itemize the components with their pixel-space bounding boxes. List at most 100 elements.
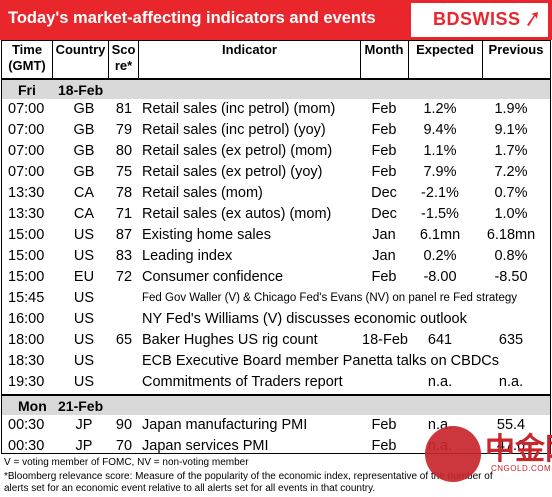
bdswiss-logo: BDSWISS: [411, 3, 548, 37]
cell-time: 13:30: [8, 185, 45, 201]
cell-time: 13:30: [8, 206, 45, 222]
cell-expected: -2.1%: [421, 185, 459, 201]
cell-time: 15:00: [8, 248, 45, 264]
cell-expected: 641: [427, 332, 453, 348]
cell-country: US: [73, 248, 95, 264]
cell-score: 83: [115, 248, 133, 264]
cell-indicator: Retail sales (ex petrol) (mom): [142, 143, 333, 159]
cell-month: Feb: [371, 101, 397, 117]
section-day: Mon: [18, 398, 47, 414]
cell-time: 07:00: [8, 143, 45, 159]
table-row: 15:00 EU 72 Consumer confidence Feb -8.00 -8.5…: [2, 267, 550, 288]
cell-previous: 9.1%: [494, 122, 528, 138]
logo-arrow-icon: [527, 12, 538, 26]
cell-score: 90: [115, 417, 133, 433]
section-day: Fri: [18, 82, 36, 98]
cell-country: US: [73, 353, 95, 369]
table-row: 15:45 US Fed Gov Waller (V) & Chicago Fed'…: [2, 288, 550, 309]
cell-country: US: [73, 290, 95, 306]
cell-expected: 6.1mn: [419, 227, 461, 243]
table-row: 07:00 GB 75 Retail sales (ex petrol) (yoy) F…: [2, 162, 550, 183]
column-divider: [408, 41, 409, 78]
cell-score: 75: [115, 164, 133, 180]
cell-previous: n.a.: [498, 374, 524, 390]
cell-indicator: Fed Gov Waller (V) & Chicago Fed's Evans…: [142, 292, 518, 304]
cell-time: 00:30: [8, 417, 45, 433]
column-header-score: Score*: [111, 42, 136, 73]
cell-month: Dec: [371, 185, 397, 201]
cell-expected: 1.2%: [423, 101, 457, 117]
cell-month: Feb: [371, 417, 397, 433]
cell-country: GB: [73, 164, 95, 180]
cell-previous: 1.0%: [494, 206, 528, 222]
cell-previous: 47.6: [496, 438, 526, 454]
cell-indicator: Retail sales (inc petrol) (yoy): [142, 122, 326, 138]
cell-expected: 7.9%: [423, 164, 457, 180]
cell-time: 15:45: [8, 290, 45, 306]
table-row: 15:00 US 83 Leading index Jan 0.2% 0.8%: [2, 246, 550, 267]
cell-indicator: Japan manufacturing PMI: [142, 417, 308, 433]
cell-score: 71: [115, 206, 133, 222]
cell-score: 78: [115, 185, 133, 201]
table-row: 18:00 US 65 Baker Hughes US rig count 18-Feb…: [2, 330, 550, 351]
cell-indicator: Retail sales (mom): [142, 185, 263, 201]
section-header-day: Fri 18-Feb: [2, 78, 550, 99]
cell-expected: 1.1%: [423, 143, 457, 159]
cell-indicator: Retail sales (ex petrol) (yoy): [142, 164, 323, 180]
footnote-score-cont: alerts set for an economic event relativ…: [4, 483, 376, 494]
cell-month: 18-Feb: [362, 332, 408, 348]
cell-country: GB: [73, 143, 95, 159]
cell-country: GB: [73, 122, 95, 138]
cell-month: Feb: [371, 164, 397, 180]
cell-score: 70: [115, 438, 133, 454]
cell-time: 00:30: [8, 438, 45, 454]
cell-score: 81: [115, 101, 133, 117]
cell-country: CA: [73, 185, 95, 201]
column-header-country: Country: [55, 42, 106, 57]
cell-score: 72: [115, 269, 133, 285]
cell-time: 18:30: [8, 353, 45, 369]
cell-previous: 1.9%: [494, 101, 528, 117]
cell-expected: 0.2%: [423, 248, 457, 264]
cell-indicator: Retail sales (ex autos) (mom): [142, 206, 332, 222]
cell-country: US: [73, 332, 95, 348]
table-row: 07:00 GB 79 Retail sales (inc petrol) (yoy)…: [2, 120, 550, 141]
cell-time: 16:00: [8, 311, 45, 327]
watermark-glyph: 中金网: [485, 433, 552, 466]
column-divider: [138, 41, 139, 78]
watermark-circle-icon: [425, 426, 481, 482]
cell-previous: 635: [498, 332, 524, 348]
cell-expected: -8.00: [423, 269, 457, 285]
table-row: 15:00 US 87 Existing home sales Jan 6.1mn 6.18…: [2, 225, 550, 246]
cell-previous: 1.7%: [494, 143, 528, 159]
column-header-month: Month: [364, 42, 404, 57]
cell-expected: -1.5%: [421, 206, 459, 222]
cell-previous: 7.2%: [494, 164, 528, 180]
logo-text: BDSWISS: [433, 9, 521, 29]
cell-time: 15:00: [8, 269, 45, 285]
column-divider: [482, 41, 483, 78]
cell-month: Jan: [372, 227, 396, 243]
cell-country: US: [73, 227, 95, 243]
cell-time: 18:00: [8, 332, 45, 348]
cell-score: 87: [115, 227, 133, 243]
column-divider: [360, 41, 361, 78]
watermark-site: CNGOLD.COM.CN: [491, 464, 552, 473]
table-row: 18:30 US ECB Executive Board member Panett…: [2, 351, 550, 372]
cell-previous: 6.18mn: [486, 227, 536, 243]
table-row: 07:00 GB 80 Retail sales (ex petrol) (mom) F…: [2, 141, 550, 162]
cell-expected: 9.4%: [423, 122, 457, 138]
cell-time: 07:00: [8, 122, 45, 138]
cell-previous: 0.8%: [494, 248, 528, 264]
column-header-indicator: Indicator: [222, 42, 277, 57]
section-date: 21-Feb: [58, 398, 104, 414]
cell-time: 15:00: [8, 227, 45, 243]
cell-score: 80: [115, 143, 133, 159]
cell-month: Jan: [372, 248, 396, 264]
table-row: 07:00 GB 81 Retail sales (inc petrol) (mom)…: [2, 99, 550, 120]
cell-country: JP: [75, 417, 93, 433]
column-header-expected: Expected: [416, 42, 474, 57]
cell-indicator: Baker Hughes US rig count: [142, 332, 318, 348]
table-row: 13:30 CA 78 Retail sales (mom) Dec -2.1% 0.7%: [2, 183, 550, 204]
report-title: Today's market-affecting indicators and …: [8, 9, 376, 27]
